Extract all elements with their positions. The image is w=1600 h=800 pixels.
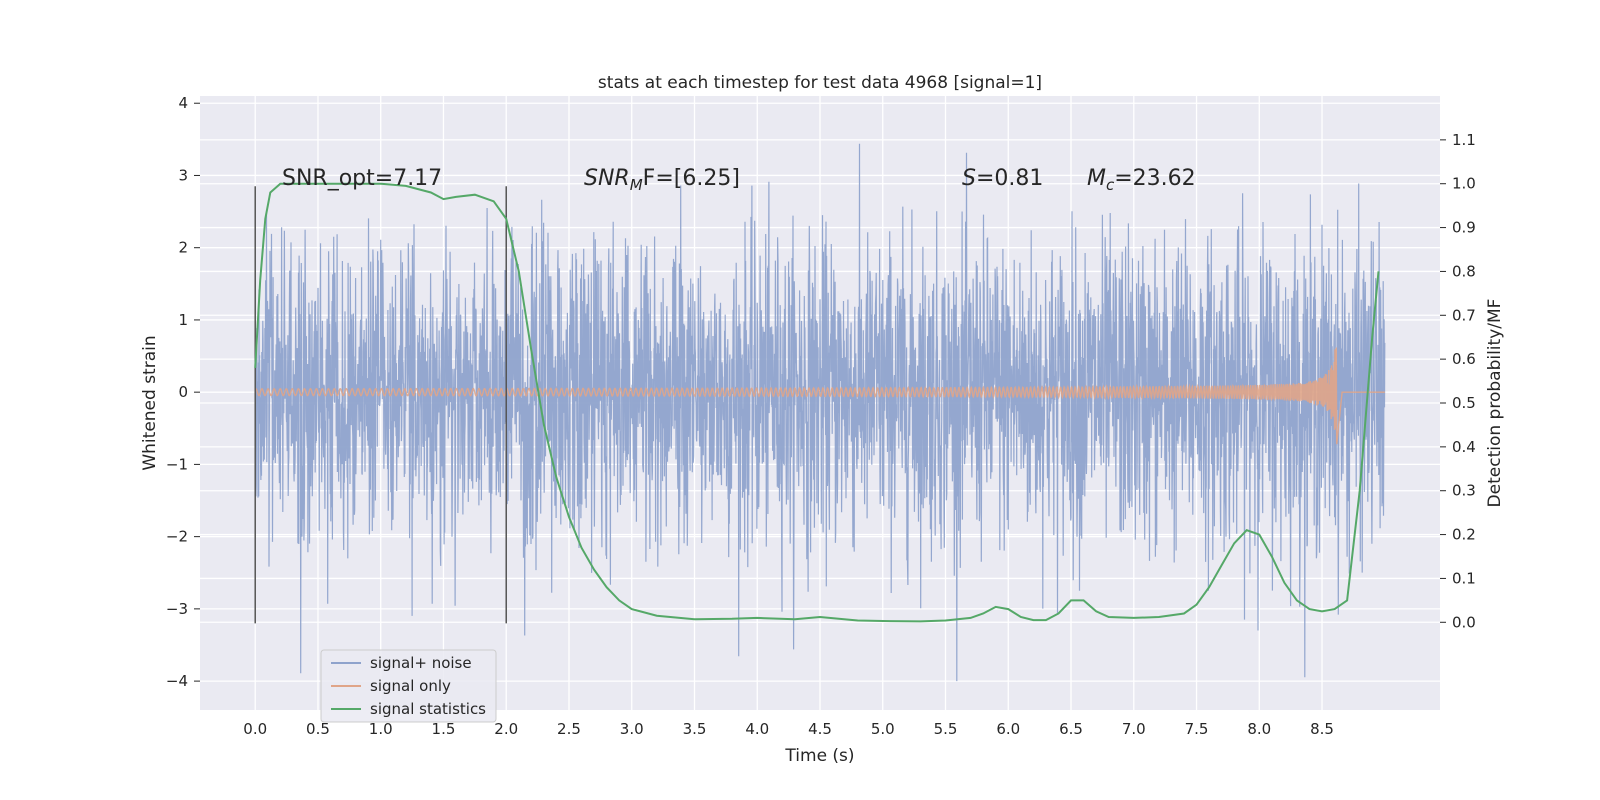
- y-right-tick-label: 0.8: [1452, 262, 1476, 280]
- legend-label-noise: signal+ noise: [370, 654, 472, 672]
- x-tick-label: 4.0: [745, 720, 769, 738]
- y-tick-labels: 4 3 2 1 0 −1 −2 −3 −4: [166, 94, 200, 690]
- x-axis-title: Time (s): [784, 746, 854, 766]
- x-tick-labels: 0.0 0.5 1.0 1.5 2.0 2.5 3.0 3.5 4.0 4.5 5.0 5.5 6.0 6…: [243, 720, 1334, 738]
- x-tick-label: 0.0: [243, 720, 267, 738]
- y-tick-label: −1: [166, 455, 188, 473]
- annotation-s: S=0.81: [962, 166, 1043, 191]
- y-right-tick-label: 0.1: [1452, 569, 1476, 587]
- y-tick-label: −2: [166, 528, 188, 546]
- y-tick-label: 3: [178, 166, 188, 184]
- noise-line: [254, 143, 1386, 682]
- x-tick-label: 7.0: [1122, 720, 1146, 738]
- snr-mf-sub: M: [630, 176, 643, 194]
- legend: signal+ noise signal only signal statist…: [320, 649, 497, 723]
- y-tick-label: 4: [178, 94, 188, 112]
- x-tick-label: 2.5: [557, 720, 581, 738]
- x-tick-label: 5.5: [934, 720, 958, 738]
- statistics-line: [254, 182, 1380, 623]
- y-tick-label: 0: [178, 383, 188, 401]
- y-right-tick-label: 0.6: [1452, 350, 1476, 368]
- y-tick-label: 2: [178, 239, 188, 257]
- annotation-mc: Mc=23.62: [1087, 166, 1196, 194]
- y-right-tick-label: 1.1: [1452, 131, 1476, 149]
- s-var: S: [962, 166, 976, 191]
- mc-val: =23.62: [1114, 166, 1195, 191]
- mc-var: M: [1087, 166, 1106, 191]
- legend-label-stats: signal statistics: [370, 700, 486, 718]
- x-tick-label: 5.0: [871, 720, 895, 738]
- y-right-tick-label: 0.0: [1452, 613, 1476, 631]
- x-tick-label: 8.5: [1310, 720, 1334, 738]
- x-tick-label: 4.5: [808, 720, 832, 738]
- legend-label-signal: signal only: [370, 677, 451, 695]
- x-tick-label: 1.0: [369, 720, 393, 738]
- snr-mf-base: SNR: [584, 166, 630, 191]
- s-val: =0.81: [976, 166, 1043, 191]
- x-tick-label: 1.5: [432, 720, 456, 738]
- signal-line: [254, 347, 1385, 445]
- y-axis-title: Whitened strain: [140, 335, 160, 470]
- series-signal-only: [254, 347, 1385, 445]
- x-tick-label: 3.0: [620, 720, 644, 738]
- x-tick-label: 6.5: [1059, 720, 1083, 738]
- annotation-snr-mf: SNRMF=[6.25]: [584, 166, 740, 194]
- annotation-snr-opt: SNR_opt=7.17: [282, 166, 442, 191]
- series-signal-statistics: [254, 182, 1380, 623]
- y-tick-label: −4: [166, 672, 188, 690]
- y-right-tick-label: 0.5: [1452, 394, 1476, 412]
- y-right-tick-label: 0.3: [1452, 482, 1476, 500]
- y-right-tick-label: 0.7: [1452, 306, 1476, 324]
- snr-mf-tail: F=[6.25]: [643, 166, 740, 191]
- vertical-markers: [254, 186, 507, 624]
- x-tick-label: 0.5: [306, 720, 330, 738]
- y-tick-label: 1: [178, 311, 188, 329]
- y-right-axis-title: Detection probability/MF: [1485, 299, 1505, 508]
- mc-sub: c: [1106, 176, 1115, 194]
- x-tick-label: 8.0: [1247, 720, 1271, 738]
- y-right-tick-labels: 0.0 0.1 0.2 0.3 0.4 0.5 0.6 0.7 0.8 0.9 1.0 1.1: [1440, 131, 1476, 631]
- x-tick-label: 6.0: [996, 720, 1020, 738]
- legend-box: [320, 649, 497, 723]
- x-tick-label: 7.5: [1185, 720, 1209, 738]
- chart-title: stats at each timestep for test data 496…: [598, 73, 1042, 93]
- x-tick-label: 3.5: [683, 720, 707, 738]
- y-tick-label: −3: [166, 600, 188, 618]
- y-right-tick-label: 1.0: [1452, 175, 1476, 193]
- series-signal-noise: [254, 143, 1386, 682]
- y-right-tick-label: 0.2: [1452, 526, 1476, 544]
- x-tick-label: 2.0: [494, 720, 518, 738]
- y-right-tick-label: 0.4: [1452, 438, 1476, 456]
- y-right-tick-label: 0.9: [1452, 219, 1476, 237]
